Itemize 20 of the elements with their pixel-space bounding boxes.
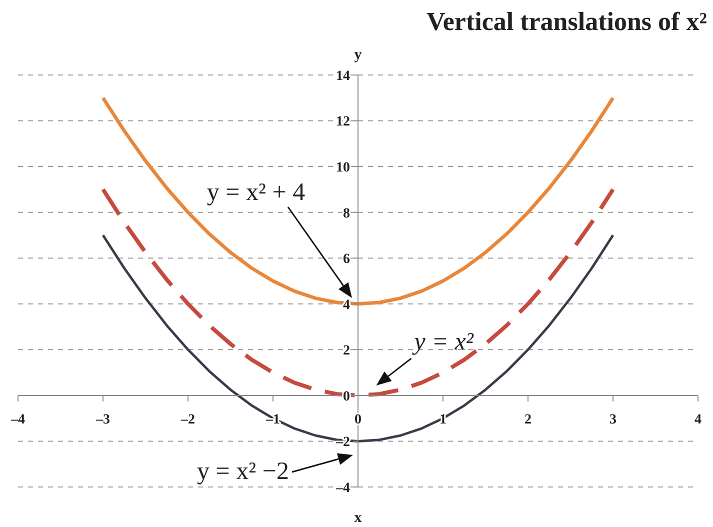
annotation: y = x² −2 [197,458,289,484]
y-tick-label: 2 [343,344,350,359]
y-tick-label: 12 [336,114,350,130]
x-tick-label: 0 [354,412,362,428]
y-tick-label: 10 [336,160,350,176]
x-axis-title: x [354,510,362,526]
y-tick-label: 6 [343,252,350,268]
annotation: y = x² [411,328,474,355]
y-tick-label: 8 [343,206,350,222]
y-tick-label: 14 [336,68,350,84]
annotation: y = x² + 4 [206,179,306,206]
y-axis-title: y [354,47,362,63]
x-tick-label: 2 [524,412,532,428]
x-tick-label: 4 [694,412,702,428]
x-tick-label: 3 [610,412,616,428]
chart-title: Vertical translations of x² [426,7,708,36]
x-tick-label: –4 [10,412,25,428]
x-tick-label: –2 [180,412,195,428]
y-tick-label: –4 [335,480,350,496]
x-tick-label: –3 [95,412,110,428]
